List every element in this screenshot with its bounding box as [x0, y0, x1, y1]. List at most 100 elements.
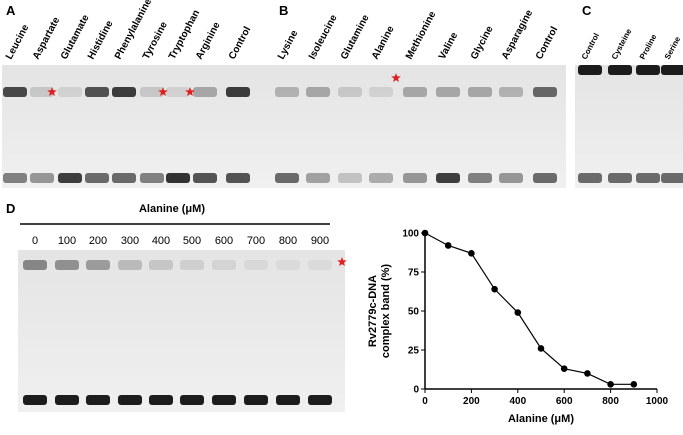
lane-label: Valine [437, 30, 460, 61]
gel-image [262, 65, 566, 188]
gel-band [112, 87, 136, 97]
lane-label: 100 [58, 235, 76, 247]
star-marker [337, 257, 347, 266]
gel-band [58, 87, 82, 97]
y-axis-label: Rv2779c-DNA [367, 275, 379, 347]
gel-band [276, 260, 300, 270]
gel-band [226, 173, 250, 183]
data-point [607, 381, 614, 388]
gel-band [244, 260, 268, 270]
gel-band [661, 173, 683, 183]
gel-header: Alanine (μM) [139, 203, 205, 215]
gel-band [193, 87, 217, 97]
lane-label: 500 [183, 235, 201, 247]
lane-label: Arginine [194, 20, 223, 61]
lane-label: Asparagine [500, 8, 535, 62]
gel-band [85, 173, 109, 183]
star-marker [391, 73, 401, 82]
x-tick-label: 800 [602, 396, 619, 407]
gel-image [18, 250, 345, 412]
x-tick-label: 0 [422, 396, 428, 407]
panel-letter: D [6, 201, 15, 216]
gel-image [2, 65, 262, 188]
gel-band [55, 260, 79, 270]
lane-label: 700 [247, 235, 265, 247]
lane-label: 800 [279, 235, 297, 247]
gel-band [30, 87, 54, 97]
gel-band [140, 173, 164, 183]
lane-label: 0 [32, 235, 38, 247]
gel-band [369, 87, 393, 97]
gel-band [149, 395, 173, 405]
lane-label: Alanine [370, 24, 397, 61]
star-marker [47, 87, 57, 96]
x-tick-label: 200 [463, 396, 480, 407]
gel-band [661, 65, 683, 75]
gel-band [436, 87, 460, 97]
x-tick-label: 600 [556, 396, 573, 407]
lane-label: 900 [311, 235, 329, 247]
gel-band [308, 395, 332, 405]
lane-label: Cysteine [610, 27, 634, 61]
gel-band [436, 173, 460, 183]
gel-band [275, 173, 299, 183]
lane-label: Methionine [404, 9, 439, 61]
lane-label: Isoleucine [307, 13, 340, 62]
gel-band [338, 173, 362, 183]
lane-label: Control [534, 25, 561, 62]
x-axis-label: Alanine (μM) [508, 413, 574, 425]
gel-image [575, 65, 683, 188]
data-point [514, 309, 522, 316]
gel-band [226, 87, 250, 97]
gel-band [636, 173, 660, 183]
y-tick-label: 75 [408, 268, 420, 279]
lane-label: Control [580, 32, 601, 61]
gel-band [578, 173, 602, 183]
gel-band [306, 173, 330, 183]
gel-band [369, 173, 393, 183]
data-point [630, 381, 638, 388]
y-tick-label: 50 [408, 307, 420, 318]
gel-band [86, 395, 110, 405]
data-point [560, 365, 568, 373]
gel-band [58, 173, 82, 183]
gel-band [338, 87, 362, 97]
panel-letter: A [6, 3, 16, 18]
data-point [491, 285, 498, 293]
gel-band [636, 65, 660, 75]
data-point [584, 370, 591, 377]
lane-label: Histidine [86, 19, 116, 62]
lane-label: Leucine [4, 22, 32, 61]
data-point [537, 345, 545, 352]
lane-label: Lysine [276, 28, 301, 61]
gel-band [212, 260, 236, 270]
lane-label: Aspartate [31, 15, 63, 61]
data-point [468, 249, 475, 257]
gel-band [118, 260, 142, 270]
lane-label: 300 [121, 235, 139, 247]
gel-band [608, 65, 632, 75]
gel-band [499, 173, 523, 183]
star-marker [158, 87, 168, 96]
gel-band [180, 260, 204, 270]
gel-band [23, 260, 47, 270]
gel-band [166, 87, 190, 97]
lane-label: 600 [215, 235, 233, 247]
panel-letter: B [279, 3, 288, 18]
data-line [424, 232, 634, 385]
lane-label: Serine [663, 35, 683, 61]
panel-letter: C [582, 3, 592, 18]
lane-label: 400 [152, 235, 170, 247]
lane-label: 200 [89, 235, 107, 247]
data-point [444, 242, 452, 249]
gel-band [244, 395, 268, 405]
y-tick-label: 100 [402, 229, 419, 240]
gel-band [180, 395, 204, 405]
lane-label: Control [227, 25, 254, 62]
gel-band [149, 260, 173, 270]
gel-band [608, 173, 632, 183]
x-tick-label: 400 [509, 396, 526, 407]
gel-band [499, 87, 523, 97]
gel-band [403, 173, 427, 183]
lane-label: Glycine [469, 24, 496, 61]
